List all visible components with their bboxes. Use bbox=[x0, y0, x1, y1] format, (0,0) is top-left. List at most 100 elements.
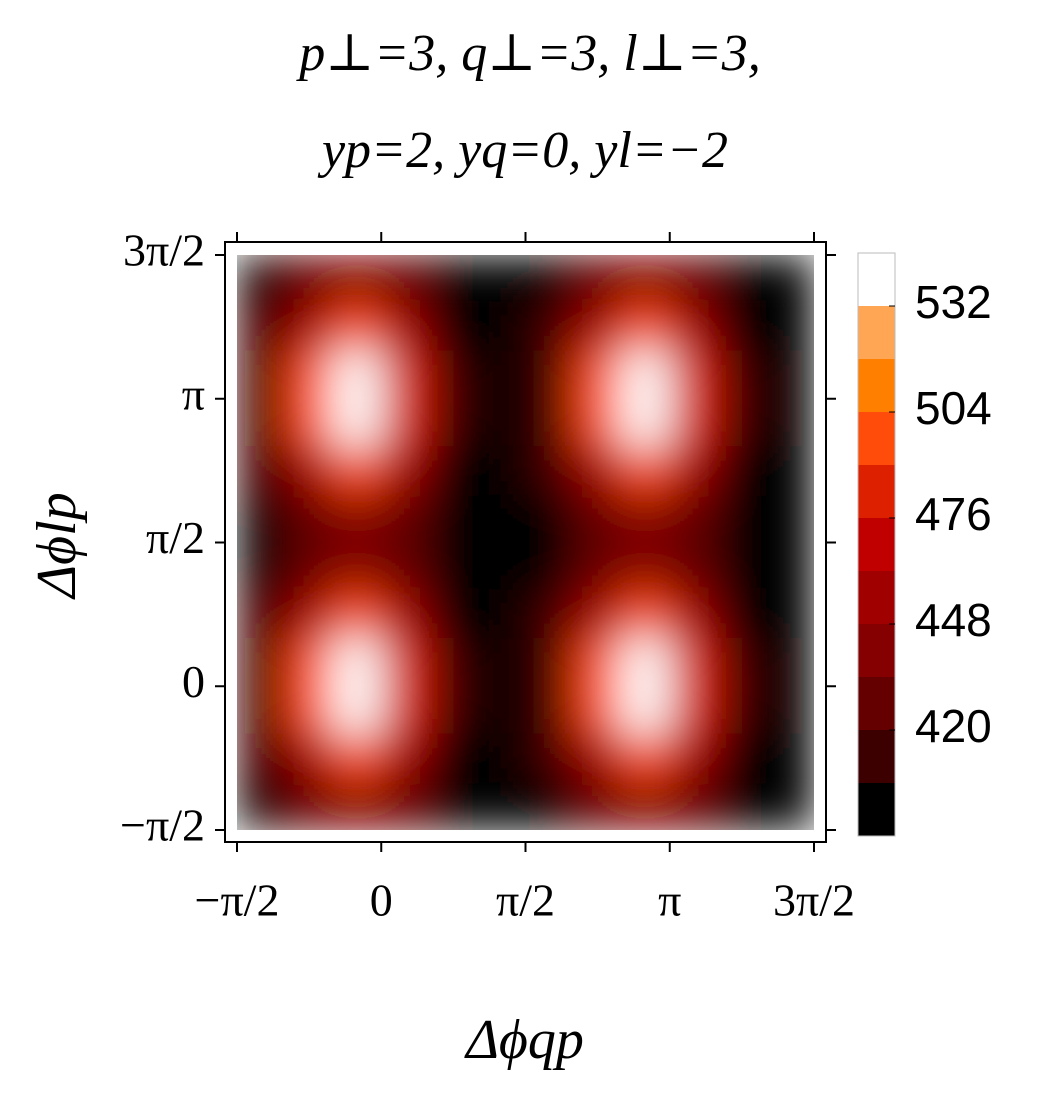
y-tick-label: −π/2 bbox=[120, 800, 205, 851]
heatmap-cell bbox=[284, 302, 334, 352]
title-line: yp=2, yq=0, yl=−2 bbox=[317, 122, 728, 179]
heatmap-cell bbox=[765, 542, 814, 591]
heatmap-cell bbox=[237, 255, 286, 304]
heatmap-cell bbox=[332, 781, 382, 830]
heatmap-cell bbox=[332, 685, 382, 735]
heatmap-cell bbox=[765, 446, 814, 496]
heatmap-cell bbox=[525, 350, 575, 400]
heatmap-cell bbox=[669, 446, 719, 496]
heatmap-cell bbox=[573, 446, 623, 496]
heatmap-cell bbox=[428, 446, 478, 496]
heatmap-cell bbox=[573, 781, 623, 830]
colorbar-bin bbox=[858, 783, 895, 836]
heatmap-cell bbox=[380, 781, 430, 830]
heatmap-cell bbox=[284, 542, 334, 591]
heatmap-cell bbox=[765, 302, 814, 352]
heatmap-cell bbox=[476, 589, 526, 639]
heatmap-cell bbox=[717, 494, 767, 543]
y-tick-label: 0 bbox=[182, 656, 205, 707]
heatmap-cell bbox=[237, 398, 286, 448]
heatmap-cell bbox=[428, 350, 478, 400]
heatmap-cell bbox=[669, 398, 719, 448]
heatmap-cell bbox=[717, 637, 767, 687]
colorbar-bin bbox=[858, 571, 895, 624]
heatmap-cell bbox=[621, 542, 671, 591]
heatmap-cell bbox=[380, 398, 430, 448]
heatmap-cell bbox=[332, 398, 382, 448]
heatmap-cell bbox=[669, 494, 719, 543]
heatmap-cell bbox=[669, 637, 719, 687]
heatmap-cell bbox=[525, 637, 575, 687]
heatmap-cell bbox=[476, 637, 526, 687]
heatmap-cell bbox=[380, 637, 430, 687]
heatmap-cell bbox=[765, 781, 814, 830]
heatmap-cell bbox=[428, 685, 478, 735]
heatmap-cell bbox=[237, 542, 286, 591]
x-tick-label: π/2 bbox=[496, 875, 555, 926]
heatmap-cells bbox=[237, 255, 814, 830]
heatmap-cell bbox=[525, 685, 575, 735]
heatmap-cell bbox=[621, 350, 671, 400]
heatmap-cell bbox=[621, 589, 671, 639]
heatmap-cell bbox=[669, 781, 719, 830]
heatmap-cell bbox=[237, 589, 286, 639]
heatmap-cell bbox=[476, 350, 526, 400]
heatmap-cell bbox=[573, 637, 623, 687]
heatmap-cell bbox=[669, 350, 719, 400]
heatmap-cell bbox=[332, 255, 382, 304]
heatmap-cell bbox=[380, 589, 430, 639]
heatmap-cell bbox=[284, 637, 334, 687]
heatmap-cell bbox=[621, 781, 671, 830]
heatmap-cell bbox=[332, 494, 382, 543]
heatmap-cell bbox=[621, 637, 671, 687]
heatmap-cell bbox=[765, 685, 814, 735]
heatmap-cell bbox=[573, 542, 623, 591]
heatmap-cell bbox=[332, 542, 382, 591]
y-tick-label: π/2 bbox=[146, 512, 205, 563]
heatmap-cell bbox=[428, 494, 478, 543]
colorbar-bin bbox=[858, 253, 895, 306]
title-line: p⊥=3, q⊥=3, l⊥=3, bbox=[295, 25, 760, 82]
heatmap-cell bbox=[476, 302, 526, 352]
heatmap-cell bbox=[765, 494, 814, 543]
heatmap-cell bbox=[765, 398, 814, 448]
heatmap-cell bbox=[525, 494, 575, 543]
colorbar-bin bbox=[858, 677, 895, 730]
colorbar-tick-label: 448 bbox=[915, 594, 992, 646]
heatmap-cell bbox=[284, 685, 334, 735]
heatmap-cell bbox=[765, 255, 814, 304]
heatmap-cell bbox=[476, 494, 526, 543]
heatmap-cell bbox=[332, 446, 382, 496]
heatmap-cell bbox=[476, 685, 526, 735]
y-tick-label: 3π/2 bbox=[123, 225, 205, 276]
colorbar-bin bbox=[858, 306, 895, 359]
heatmap-cell bbox=[717, 255, 767, 304]
heatmap-cell bbox=[380, 733, 430, 783]
heatmap-cell bbox=[237, 302, 286, 352]
heatmap-cell bbox=[717, 685, 767, 735]
x-axis-label: Δϕqp bbox=[464, 1009, 584, 1071]
heatmap-cell bbox=[717, 350, 767, 400]
heatmap-cell bbox=[621, 685, 671, 735]
heatmap-cell bbox=[332, 733, 382, 783]
heatmap-cell bbox=[237, 733, 286, 783]
heatmap-cell bbox=[476, 733, 526, 783]
heatmap-cell bbox=[237, 350, 286, 400]
heatmap-cell bbox=[525, 398, 575, 448]
heatmap-cell bbox=[669, 685, 719, 735]
heatmap-cell bbox=[525, 542, 575, 591]
heatmap-cell bbox=[428, 398, 478, 448]
heatmap-cell bbox=[237, 781, 286, 830]
heatmap-cell bbox=[237, 685, 286, 735]
heatmap-cell bbox=[284, 398, 334, 448]
heatmap-cell bbox=[525, 255, 575, 304]
heatmap-cell bbox=[380, 446, 430, 496]
heatmap-cell bbox=[525, 781, 575, 830]
colorbar-bin bbox=[858, 624, 895, 677]
heatmap-cell bbox=[621, 255, 671, 304]
heatmap-cell bbox=[621, 302, 671, 352]
heatmap-cell bbox=[380, 350, 430, 400]
heatmap-cell bbox=[717, 733, 767, 783]
heatmap-cell bbox=[380, 255, 430, 304]
